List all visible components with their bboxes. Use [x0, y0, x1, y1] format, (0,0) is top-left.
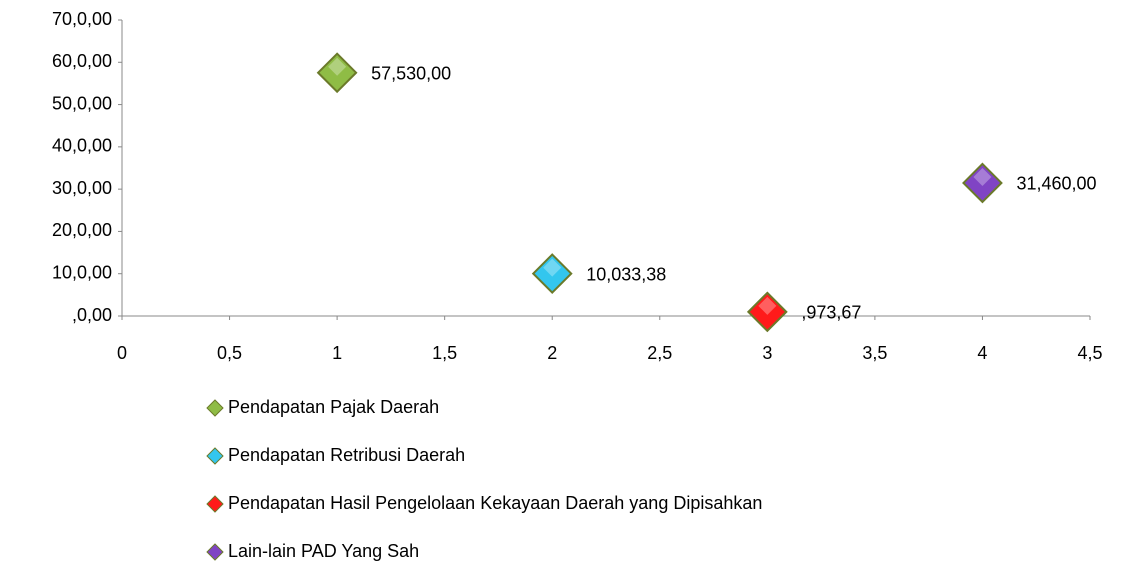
point-highlight: [758, 296, 777, 315]
x-tick-label: 3: [762, 343, 772, 363]
y-tick-label: ,0,00: [72, 305, 112, 325]
x-tick-label: 1,5: [432, 343, 457, 363]
point: [531, 253, 573, 294]
point-highlight: [543, 258, 562, 277]
x-tick-label: 0: [117, 343, 127, 363]
y-tick-label: 70,0,00: [52, 9, 112, 29]
y-tick-label: 30,0,00: [52, 178, 112, 198]
legend-marker: [206, 399, 224, 417]
x-tick-label: 2: [547, 343, 557, 363]
data-label: 10,033,38: [586, 264, 666, 284]
x-tick-label: 2,5: [647, 343, 672, 363]
x-tick-label: 4,5: [1077, 343, 1102, 363]
y-tick-label: 20,0,00: [52, 220, 112, 240]
point: [746, 291, 788, 333]
point-highlight: [328, 57, 347, 76]
point-highlight: [973, 167, 992, 186]
legend-label: Lain-lain PAD Yang Sah: [228, 541, 419, 561]
data-label: 57,530,00: [371, 63, 451, 83]
x-tick-label: 4: [977, 343, 987, 363]
legend-marker: [206, 495, 224, 513]
legend-label: Pendapatan Pajak Daerah: [228, 397, 439, 417]
data-label: ,973,67: [801, 303, 861, 323]
legend-marker: [206, 543, 224, 561]
x-tick-label: 0,5: [217, 343, 242, 363]
legend-marker: [206, 447, 224, 465]
y-tick-label: 50,0,00: [52, 93, 112, 113]
legend-label: Pendapatan Retribusi Daerah: [228, 445, 465, 465]
x-tick-label: 1: [332, 343, 342, 363]
y-tick-label: 60,0,00: [52, 51, 112, 71]
data-label: 31,460,00: [1016, 174, 1096, 194]
point: [316, 52, 358, 94]
point: [962, 162, 1003, 204]
y-tick-label: 10,0,00: [52, 262, 112, 282]
x-tick-label: 3,5: [862, 343, 887, 363]
y-tick-label: 40,0,00: [52, 136, 112, 156]
legend-label: Pendapatan Hasil Pengelolaan Kekayaan Da…: [228, 493, 762, 513]
